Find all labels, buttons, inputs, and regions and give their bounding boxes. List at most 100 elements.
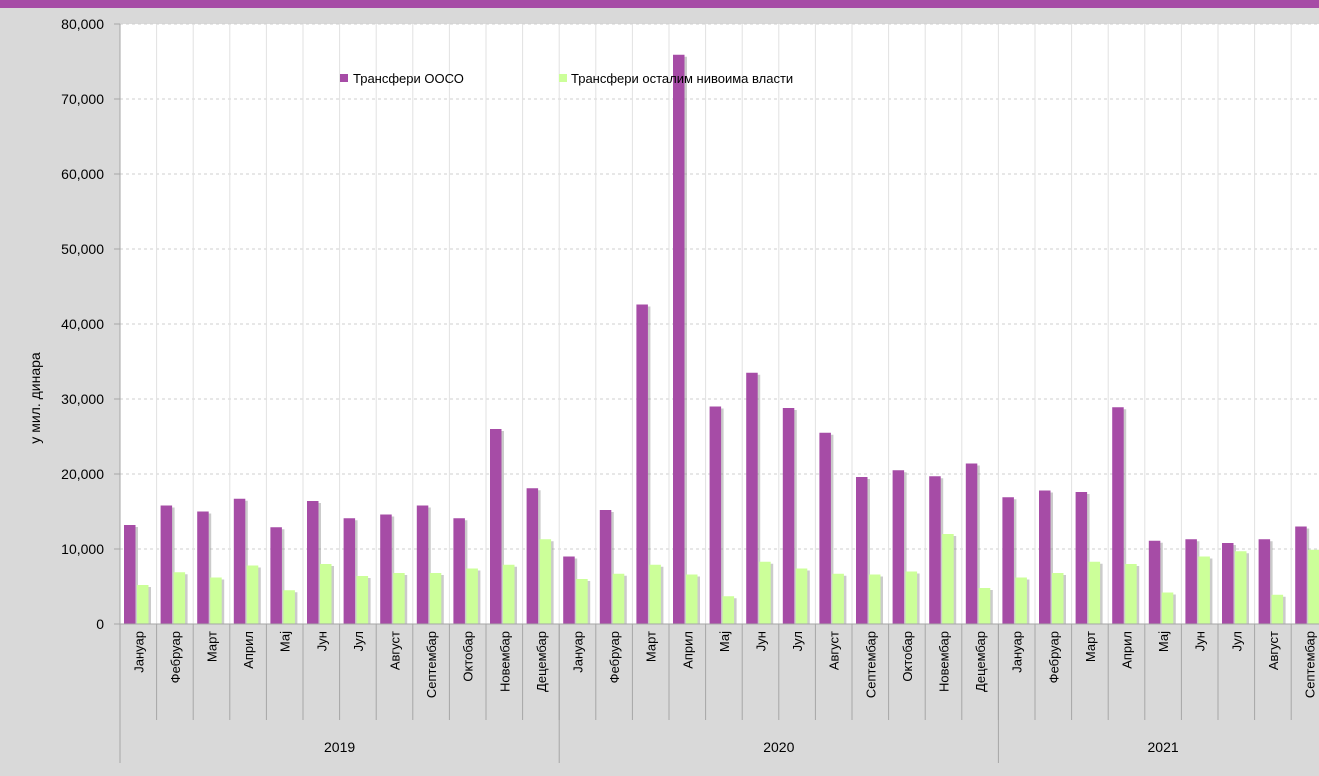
- bar-other: [356, 576, 369, 624]
- bar-other: [905, 571, 918, 624]
- x-tick-label: Март: [1083, 631, 1098, 662]
- bar-ooso: [490, 429, 502, 624]
- x-tick-label: Јануар: [571, 631, 586, 673]
- x-tick-label: Јануар: [131, 631, 146, 673]
- bar-other: [759, 561, 771, 624]
- y-tick-label: 0: [96, 616, 104, 632]
- x-tick-label: Јун: [314, 631, 329, 651]
- bar-other: [539, 539, 552, 624]
- legend-label-other: Трансфери осталим нивоима власти: [571, 71, 793, 86]
- x-tick-label: Октобар: [900, 631, 915, 682]
- bar-ooso: [1295, 526, 1307, 624]
- x-group-label: 2019: [324, 739, 355, 755]
- legend-swatch-other: [559, 74, 567, 82]
- legend: Трансфери ООСО Трансфери осталим нивоима…: [340, 71, 793, 86]
- bar-ooso: [1222, 543, 1234, 624]
- bar-ooso: [416, 505, 429, 624]
- x-group-label: 2021: [1148, 739, 1179, 755]
- bar-ooso: [636, 304, 648, 624]
- bar-ooso: [856, 477, 868, 624]
- bar-ooso: [160, 505, 173, 624]
- y-tick-label: 80,000: [61, 16, 104, 32]
- bar-other: [393, 573, 405, 624]
- bar-other: [942, 534, 954, 624]
- bar-ooso: [526, 488, 539, 624]
- bar-other: [137, 585, 149, 624]
- x-tick-label: Април: [680, 631, 695, 669]
- bar-other: [795, 568, 808, 624]
- bar-other: [649, 564, 661, 624]
- x-tick-label: Јануар: [1010, 631, 1025, 673]
- header-accent-bar: [0, 0, 1319, 8]
- x-tick-label: Децембар: [534, 631, 549, 692]
- bar-other: [246, 565, 259, 624]
- bar-other: [173, 572, 186, 624]
- x-tick-label: Август: [827, 631, 842, 670]
- bar-ooso: [782, 408, 795, 624]
- x-tick-label: Август: [388, 631, 403, 670]
- x-tick-label: Мај: [1156, 631, 1171, 652]
- x-tick-label: Септембар: [863, 631, 878, 698]
- bar-ooso: [819, 432, 831, 624]
- bar-other: [210, 577, 222, 624]
- y-tick-label: 60,000: [61, 166, 104, 182]
- x-tick-label: Мај: [717, 631, 732, 652]
- x-tick-label: Јун: [1193, 631, 1208, 651]
- bar-other: [1052, 573, 1064, 624]
- y-tick-label: 10,000: [61, 541, 104, 557]
- x-tick-label: Новембар: [497, 631, 512, 692]
- y-tick-label: 20,000: [61, 466, 104, 482]
- bar-ooso: [709, 406, 722, 624]
- bar-ooso: [929, 476, 941, 624]
- x-tick-label: Новембар: [937, 631, 952, 692]
- y-axis: 0 10,000 20,000 30,000 40,000 50,000 60,000 70,…: [61, 16, 121, 763]
- x-tick-label: Март: [644, 631, 659, 662]
- bar-ooso: [673, 54, 685, 624]
- bar-ooso: [1258, 539, 1271, 624]
- bar-ooso: [1002, 497, 1014, 624]
- bar-ooso: [599, 510, 612, 624]
- bar-ooso: [270, 527, 282, 624]
- x-tick-label: Мај: [278, 631, 293, 652]
- bar-other: [722, 596, 735, 624]
- bar-ooso: [453, 518, 465, 624]
- x-tick-label: Јун: [754, 631, 769, 651]
- y-tick-label: 30,000: [61, 391, 104, 407]
- bar-other: [1235, 551, 1247, 624]
- bar-other: [832, 573, 844, 624]
- gridlines: [119, 23, 1319, 624]
- bars-layer: [124, 54, 1319, 624]
- bar-other: [1198, 556, 1210, 624]
- bar-other: [576, 579, 588, 624]
- x-tick-label: Јул: [790, 631, 805, 651]
- x-tick-label: Фебруар: [168, 631, 183, 683]
- bar-other: [612, 573, 625, 624]
- x-tick-label: Април: [241, 631, 256, 669]
- bar-ooso: [1075, 492, 1088, 624]
- bar-other: [429, 573, 442, 624]
- bar-other: [283, 590, 295, 624]
- bar-ooso: [343, 518, 356, 624]
- bar-other: [320, 564, 332, 624]
- x-tick-label: Децембар: [973, 631, 988, 692]
- bar-ooso: [233, 498, 246, 624]
- y-tick-label: 70,000: [61, 91, 104, 107]
- bar-ooso: [746, 372, 758, 624]
- x-axis: Јануар Фебруар Март Април Мај Јун Јул Август Сеп…: [119, 623, 1319, 763]
- x-tick-label: Август: [1266, 631, 1281, 670]
- bar-other: [466, 568, 478, 624]
- bar-ooso: [1148, 540, 1161, 624]
- x-tick-label: Фебруар: [1046, 631, 1061, 683]
- bar-ooso: [563, 556, 575, 624]
- bar-other: [1088, 561, 1101, 624]
- bar-other: [978, 588, 991, 624]
- x-tick-label: Септембар: [424, 631, 439, 698]
- bar-ooso: [380, 514, 392, 624]
- bar-ooso: [1039, 490, 1051, 624]
- legend-swatch-ooso: [340, 74, 348, 82]
- x-tick-label: Април: [1120, 631, 1135, 669]
- bar-ooso: [1112, 407, 1124, 624]
- legend-label-ooso: Трансфери ООСО: [353, 71, 464, 86]
- bar-other: [869, 574, 881, 624]
